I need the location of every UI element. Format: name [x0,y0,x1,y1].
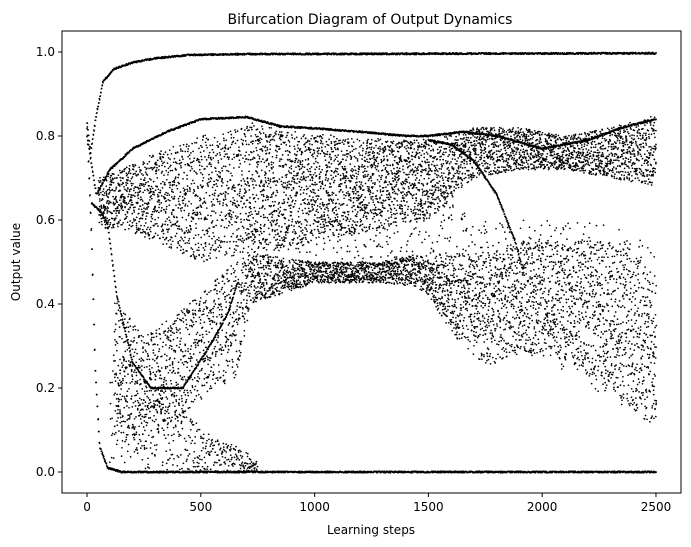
data-point [96,108,99,111]
data-point [87,144,90,146]
data-point [97,418,100,420]
data-point [92,174,95,177]
data-point [91,166,94,168]
data-point [98,98,101,101]
data-point [86,122,89,125]
data-point [101,84,104,86]
data-point [92,298,95,300]
data-point [91,248,94,250]
data-point [111,167,114,169]
data-point [102,81,104,84]
data-point [87,134,90,137]
data-point [104,459,106,462]
data-point [90,228,93,230]
data-point [99,95,102,97]
data-point [655,51,657,54]
data-point [101,451,104,454]
data-point [102,455,105,458]
data-point [94,183,96,186]
data-point [96,393,98,396]
data-point [90,162,93,164]
data-point [94,119,97,122]
data-point [94,125,96,128]
data-point [100,450,103,453]
data-point [93,179,96,182]
data-point [95,381,98,384]
data-point [91,142,94,145]
data-point [90,147,93,150]
data-point [87,160,90,162]
data-point [87,129,89,131]
data-point [94,370,97,372]
chart-title: Bifurcation Diagram of Output Dynamics [228,12,513,28]
data-point [86,134,89,137]
data-point [91,138,94,140]
data-point [87,139,89,142]
data-point [86,127,88,130]
data-point [95,116,98,118]
data-point [105,462,108,465]
data-point [97,105,100,108]
data-point [96,111,98,114]
data-point [92,134,95,136]
data-point [98,102,100,104]
data-point [96,405,99,408]
data-point [100,91,102,94]
data-point [98,430,100,433]
data-point [86,125,89,128]
data-point [88,140,91,142]
data-point [94,348,96,351]
data-point [89,194,91,196]
scatter-points [86,51,658,474]
data-point [89,152,91,155]
data-point [89,212,92,215]
data-point [88,177,91,179]
data-point [93,323,96,326]
data-point [100,448,102,450]
data-point [88,148,91,151]
data-point [89,156,92,159]
data-point [94,187,97,190]
data-point [100,87,103,90]
data-point [91,171,94,173]
data-point [113,165,116,168]
data-point [93,130,96,132]
data-point [91,273,94,276]
data-point [655,471,657,473]
data-point [98,442,101,445]
